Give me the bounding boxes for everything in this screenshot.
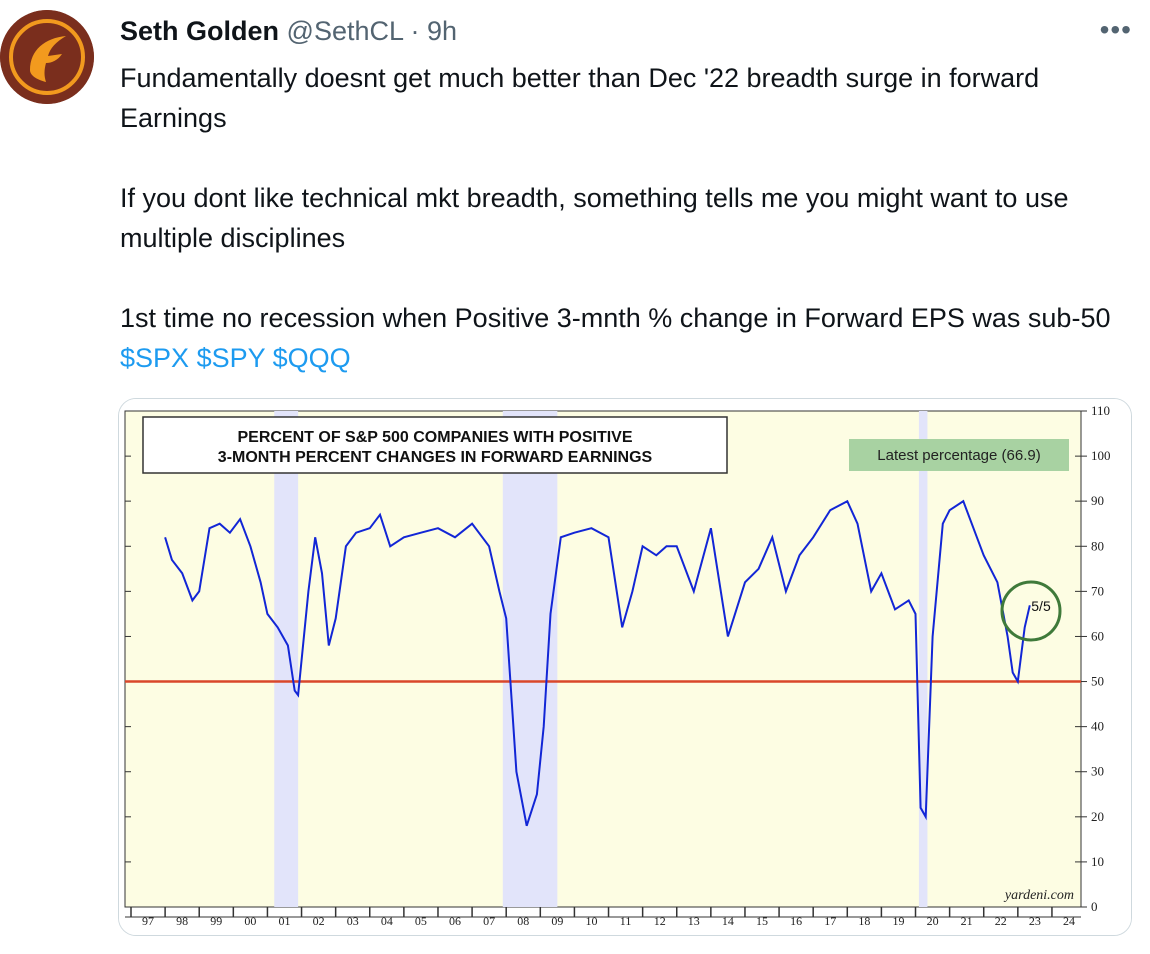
latest-percentage-label: Latest percentage (66.9) (877, 447, 1040, 464)
xtick-label-04: 04 (381, 914, 393, 928)
xtick-label-98: 98 (176, 914, 188, 928)
recession-band-2 (918, 411, 928, 907)
avatar-logo-icon (0, 10, 94, 104)
ytick-label-20: 20 (1091, 809, 1104, 824)
xtick-label-06: 06 (449, 914, 461, 928)
xtick-label-05: 05 (415, 914, 427, 928)
ytick-label-60: 60 (1091, 628, 1104, 643)
xtick-label-23: 23 (1029, 914, 1041, 928)
tweet-author: Seth Golden @SethCL · 9h (120, 14, 457, 48)
xtick-label-15: 15 (756, 914, 768, 928)
ytick-label-70: 70 (1091, 583, 1104, 598)
xtick-label-07: 07 (483, 914, 495, 928)
xtick-label-22: 22 (995, 914, 1007, 928)
tweet-media-chart[interactable]: 0 10 20 30 40 50 60 70 80 90 100 110 97 98 99 00 01 02 03… (118, 398, 1132, 936)
author-name[interactable]: Seth Golden (120, 16, 280, 46)
recession-band-0 (274, 411, 299, 907)
chart-title-box (142, 416, 728, 474)
xtick-label-02: 02 (313, 914, 325, 928)
xtick-label-03: 03 (347, 914, 359, 928)
ytick-label-100: 100 (1091, 448, 1111, 463)
xtick-label-18: 18 (858, 914, 870, 928)
xtick-label-10: 10 (585, 914, 597, 928)
xtick-label-21: 21 (961, 914, 973, 928)
xtick-label-16: 16 (790, 914, 802, 928)
ytick-label-0: 0 (1091, 899, 1098, 914)
xtick-label-20: 20 (927, 914, 939, 928)
cashtag-qqq[interactable]: $QQQ (272, 343, 351, 373)
more-options-icon[interactable]: ••• (1099, 14, 1132, 45)
author-handle[interactable]: @SethCL (286, 16, 403, 46)
annotation-label: 5/5 (1031, 598, 1051, 614)
tweet-time[interactable]: 9h (427, 16, 458, 46)
xtick-label-97: 97 (142, 914, 154, 928)
plot-area (124, 410, 1082, 908)
ytick-label-90: 90 (1091, 493, 1104, 508)
cashtag-spy[interactable]: $SPY (196, 343, 266, 373)
chart-title-line-2: 3-MONTH PERCENT CHANGES IN FORWARD EARNI… (218, 449, 653, 466)
tweet-line-1: Fundamentally doesnt get much better tha… (120, 63, 1040, 133)
xtick-label-19: 19 (892, 914, 904, 928)
tweet-line-2: If you dont like technical mkt breadth, … (120, 183, 1069, 253)
avatar[interactable] (0, 10, 94, 104)
xtick-label-99: 99 (210, 914, 222, 928)
latest-percentage-badge (849, 439, 1069, 471)
ytick-label-50: 50 (1091, 674, 1104, 689)
tweet-text: Fundamentally doesnt get much better tha… (120, 58, 1130, 378)
chart-svg: 0 10 20 30 40 50 60 70 80 90 100 110 97 98 99 00 01 02 03… (119, 399, 1131, 935)
xtick-label-08: 08 (517, 914, 529, 928)
source-label: yardeni.com (1003, 888, 1074, 903)
xtick-label-11: 11 (620, 914, 632, 928)
ytick-label-110: 110 (1091, 403, 1110, 418)
annotation-circle (1000, 580, 1062, 642)
xtick-label-00: 00 (244, 914, 256, 928)
xtick-label-17: 17 (824, 914, 836, 928)
tweet-line-3: 1st time no recession when Positive 3-mn… (120, 298, 1130, 378)
xtick-label-01: 01 (278, 914, 290, 928)
xtick-label-12: 12 (654, 914, 666, 928)
chart-title-line-1: PERCENT OF S&P 500 COMPANIES WITH POSITI… (237, 429, 632, 446)
tweet-line-3-text: 1st time no recession when Positive 3-mn… (120, 303, 1111, 333)
xtick-label-14: 14 (722, 914, 734, 928)
series-line (164, 499, 1031, 827)
ytick-label-10: 10 (1091, 854, 1104, 869)
cashtag-spx[interactable]: $SPX (120, 343, 190, 373)
recession-band-1 (502, 411, 558, 907)
ytick-label-30: 30 (1091, 764, 1104, 779)
separator-dot: · (410, 16, 420, 46)
xtick-label-13: 13 (688, 914, 700, 928)
ytick-label-80: 80 (1091, 538, 1104, 553)
xtick-label-09: 09 (551, 914, 563, 928)
xtick-label-24: 24 (1063, 914, 1075, 928)
ytick-label-40: 40 (1091, 719, 1104, 734)
